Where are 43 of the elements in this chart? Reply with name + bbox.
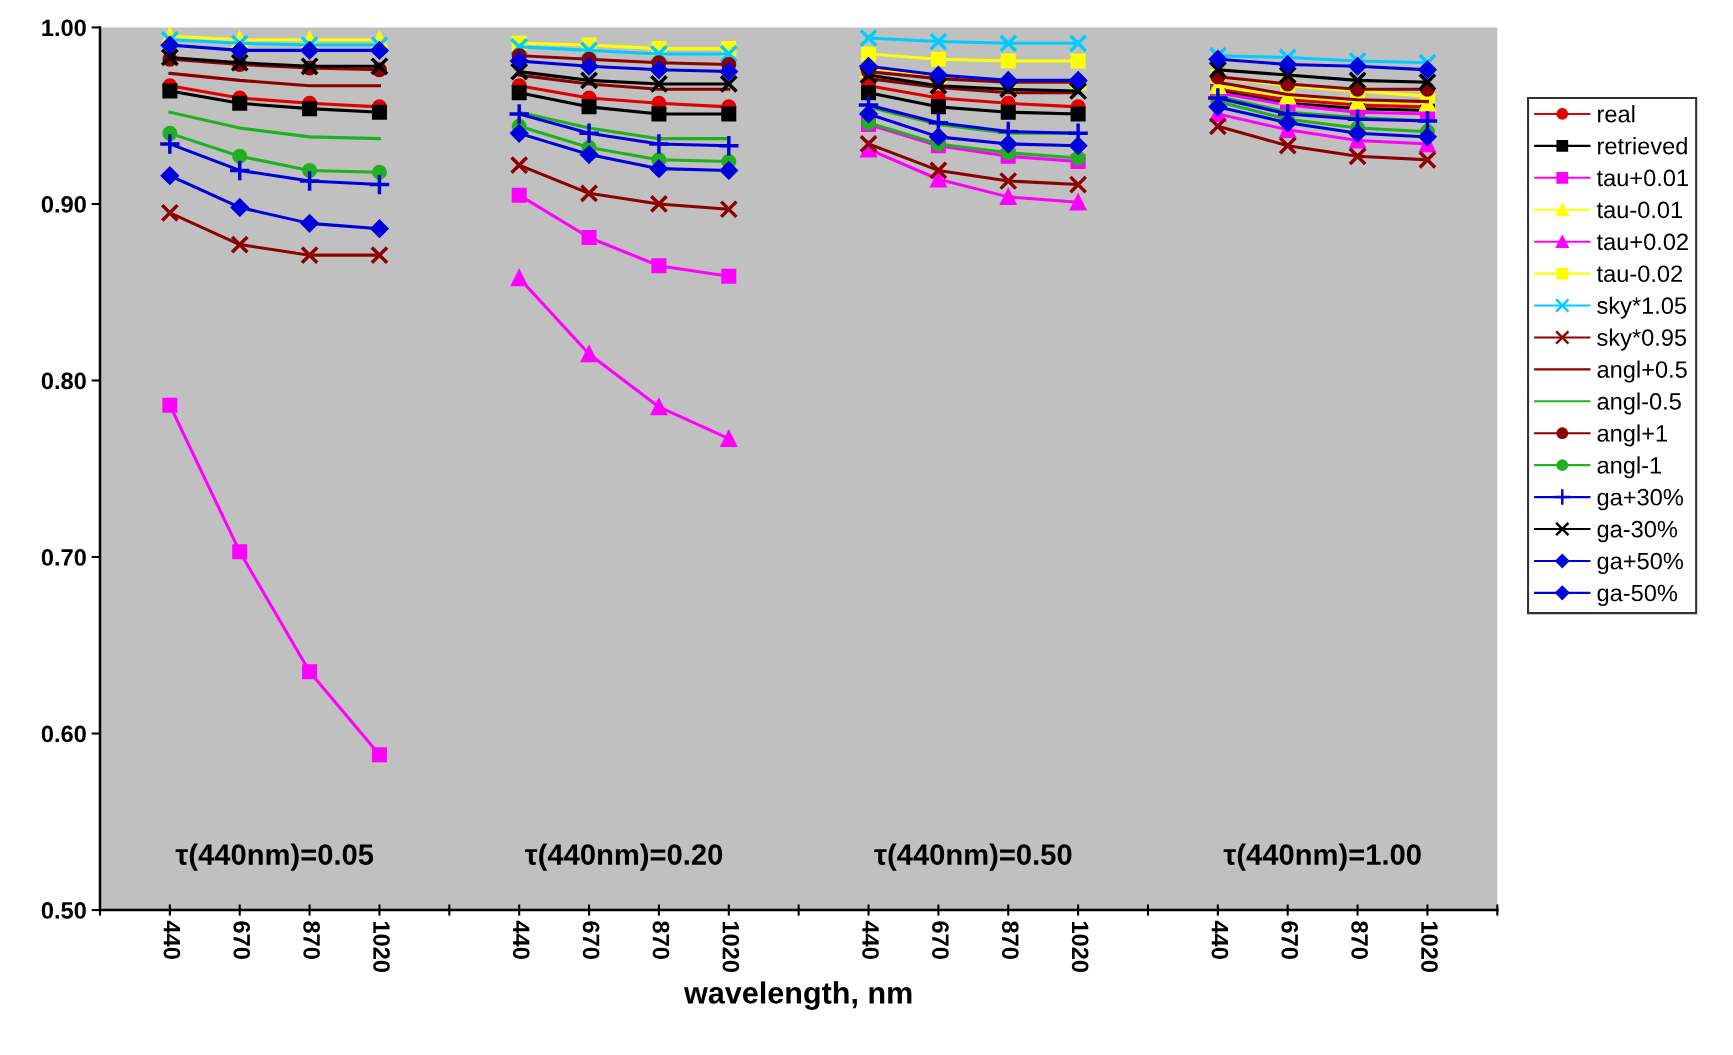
legend-label: retrieved [1598, 137, 1687, 155]
legend-label: tau-0.02 [1596, 265, 1682, 283]
legend-label: sky*1.05 [1597, 296, 1687, 319]
x-tick-label: 1020 [373, 921, 390, 973]
x-tick-label: 440 [512, 920, 530, 959]
x-tick-label: 1020 [722, 921, 740, 973]
annotation: τ(440nm)=0.20 [524, 843, 723, 871]
legend-label: ga+50% [1597, 552, 1683, 575]
x-axis-title: wavelength, nm [683, 981, 912, 1010]
legend-label: angl+0.5 [1597, 360, 1687, 383]
x-tick-label: 670 [932, 921, 949, 959]
annotation: τ(440nm)=0.50 [874, 843, 1072, 871]
x-tick-label: 870 [303, 921, 320, 959]
x-tick-label: 870 [1351, 921, 1368, 959]
legend-label: angl-1 [1597, 456, 1662, 479]
legend-label: ga+30% [1597, 488, 1683, 511]
x-tick-label: 870 [652, 921, 670, 959]
legend-label: ga-30% [1597, 520, 1678, 543]
y-tick-label: 0.70 [41, 549, 86, 566]
legend-label: ga-50% [1597, 584, 1678, 607]
legend-label: angl-0.5 [1597, 392, 1681, 415]
y-tick-label: 1.00 [42, 19, 86, 37]
x-tick-label: 670 [582, 921, 600, 959]
x-tick-label: 670 [1281, 921, 1299, 959]
y-tick-label: 0.80 [41, 372, 86, 390]
legend-label: tau-0.01 [1596, 201, 1683, 219]
x-tick-label: 870 [1001, 921, 1019, 959]
x-tick-label: 440 [862, 920, 879, 959]
legend-label: real [1598, 105, 1635, 123]
x-tick-label: 440 [1211, 920, 1229, 959]
legend-label: sky*0.95 [1597, 328, 1687, 351]
annotation: τ(440nm)=0.05 [175, 843, 374, 871]
y-tick-label: 0.60 [41, 725, 86, 743]
x-tick-label: 1020 [1071, 921, 1089, 973]
x-tick-label: 440 [163, 920, 181, 959]
y-tick-label: 0.50 [41, 902, 86, 919]
legend-label: angl+1 [1597, 424, 1667, 447]
legend-label: tau+0.02 [1596, 233, 1688, 251]
x-tick-label: 670 [233, 921, 251, 959]
y-tick-label: 0.90 [41, 196, 86, 213]
x-tick-label: 1020 [1421, 921, 1438, 973]
legend-label: tau+0.01 [1596, 169, 1688, 187]
annotation: τ(440nm)=1.00 [1223, 843, 1421, 871]
